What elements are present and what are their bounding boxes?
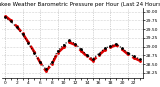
Title: Milwaukee Weather Barometric Pressure per Hour (Last 24 Hours): Milwaukee Weather Barometric Pressure pe… bbox=[0, 2, 160, 7]
